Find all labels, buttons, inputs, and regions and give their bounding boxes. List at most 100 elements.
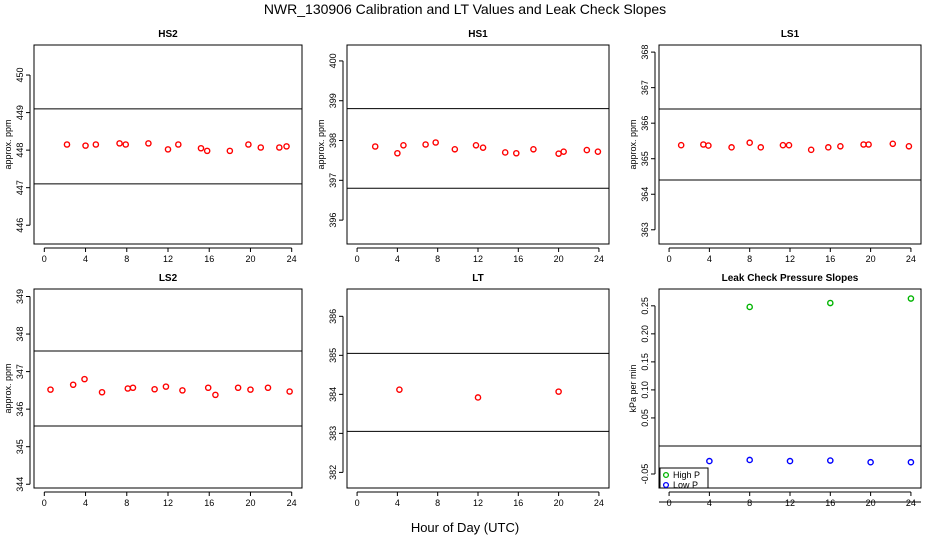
x-tick-label: 24 bbox=[906, 254, 916, 264]
x-tick-label: 20 bbox=[554, 498, 564, 508]
legend-box bbox=[659, 467, 709, 489]
data-point bbox=[827, 299, 834, 307]
plot-frame bbox=[658, 44, 922, 245]
plot-frame bbox=[658, 288, 922, 489]
data-point bbox=[837, 142, 844, 150]
x-tick-label: 0 bbox=[42, 498, 47, 508]
x-tick-label: 4 bbox=[395, 254, 400, 264]
y-tick-label: 363 bbox=[640, 222, 650, 237]
y-axis-label: approx. ppm bbox=[3, 119, 13, 169]
panel-title: LS2 bbox=[159, 273, 178, 284]
x-tick-label: 12 bbox=[163, 498, 173, 508]
data-point bbox=[785, 141, 793, 149]
data-point bbox=[264, 384, 272, 392]
data-point bbox=[175, 141, 182, 148]
x-tick-label: 24 bbox=[906, 498, 916, 508]
data-point bbox=[283, 143, 290, 150]
x-tick-label: 24 bbox=[594, 498, 604, 508]
panel-5: LT 0 4 8 12 16 20 24 382 383 384 385 386 bbox=[328, 273, 610, 508]
data-point bbox=[865, 141, 872, 148]
y-tick-label: 364 bbox=[640, 187, 650, 202]
data-point bbox=[746, 303, 753, 311]
data-point bbox=[867, 458, 874, 466]
data-point bbox=[827, 457, 834, 464]
data-point bbox=[63, 141, 71, 148]
x-tick-label: 20 bbox=[245, 498, 255, 508]
data-point bbox=[116, 140, 123, 147]
data-point bbox=[677, 141, 685, 149]
x-tick-label: 4 bbox=[83, 498, 88, 508]
panel-2: HS1 0 4 8 12 16 20 24 396 397 398 399 400 approx. ppm bbox=[316, 29, 610, 264]
y-tick-label: 349 bbox=[15, 289, 25, 304]
y-tick-label: 0.10 bbox=[640, 381, 650, 399]
legend-marker bbox=[662, 471, 670, 479]
data-point bbox=[560, 148, 567, 155]
y-tick-label: 346 bbox=[15, 402, 25, 417]
y-tick-label: 366 bbox=[640, 116, 650, 131]
data-point bbox=[129, 384, 137, 392]
panel-3: LS1 0 4 8 12 16 20 24 363 364 365 366 367 368 approx. … bbox=[628, 29, 922, 264]
data-point bbox=[47, 386, 54, 393]
data-point bbox=[907, 458, 915, 466]
data-point bbox=[705, 142, 712, 149]
data-point bbox=[706, 457, 713, 465]
x-tick-label: 8 bbox=[435, 254, 440, 264]
x-tick-label: 24 bbox=[594, 254, 604, 264]
y-tick-label: 386 bbox=[328, 309, 338, 324]
data-point bbox=[212, 391, 219, 399]
y-tick-label: 382 bbox=[328, 465, 338, 480]
data-point bbox=[472, 141, 480, 149]
x-tick-label: 20 bbox=[866, 254, 876, 264]
x-tick-label: 4 bbox=[707, 498, 712, 508]
y-tick-label: 384 bbox=[328, 387, 338, 402]
x-tick-label: 4 bbox=[395, 498, 400, 508]
panel-title: HS2 bbox=[158, 29, 178, 40]
data-point bbox=[474, 394, 482, 401]
y-axis-label: kPa per min bbox=[628, 364, 638, 412]
data-point bbox=[371, 143, 379, 150]
x-tick-label: 12 bbox=[473, 254, 483, 264]
y-tick-label: 448 bbox=[15, 143, 25, 158]
data-point bbox=[164, 146, 172, 153]
panel-4: LS2 0 4 8 12 16 20 24 344 345 346 347 348 349 approx. … bbox=[3, 273, 303, 508]
data-point bbox=[501, 149, 509, 156]
y-tick-label: 385 bbox=[328, 348, 338, 363]
data-point bbox=[907, 295, 915, 302]
data-point bbox=[286, 388, 293, 395]
data-point bbox=[245, 141, 252, 148]
x-tick-label: 4 bbox=[707, 254, 712, 264]
data-point bbox=[700, 141, 707, 148]
x-tick-label: 12 bbox=[473, 498, 483, 508]
data-point bbox=[69, 381, 77, 389]
data-point bbox=[479, 144, 487, 151]
y-tick-label: 383 bbox=[328, 426, 338, 441]
data-point bbox=[276, 144, 283, 151]
data-point bbox=[151, 385, 158, 393]
main-title: NWR_130906 Calibration and LT Values and… bbox=[264, 1, 666, 17]
panel-1: HS2 0 4 8 12 16 20 24 446 447 448 449 450 approx. ppm bbox=[3, 29, 303, 264]
data-point bbox=[824, 144, 832, 151]
x-tick-label: 20 bbox=[866, 498, 876, 508]
y-tick-label: 365 bbox=[640, 151, 650, 166]
data-point bbox=[583, 146, 591, 154]
legend-marker bbox=[662, 481, 670, 489]
panel-6: Leak Check Pressure Slopes 0 4 8 12 16 20 24 -0.… bbox=[628, 273, 922, 508]
x-tick-label: 8 bbox=[747, 498, 752, 508]
y-tick-label: -0.05 bbox=[640, 464, 650, 485]
y-tick-label: 0.20 bbox=[640, 325, 650, 343]
panel-title: LT bbox=[472, 273, 483, 284]
data-point bbox=[432, 139, 439, 146]
data-point bbox=[247, 386, 254, 393]
data-point bbox=[226, 147, 234, 155]
data-point bbox=[203, 147, 211, 155]
panel-title: Leak Check Pressure Slopes bbox=[722, 273, 859, 284]
panel-title: HS1 bbox=[468, 29, 488, 40]
data-point bbox=[422, 141, 429, 148]
plot-frame bbox=[33, 44, 303, 245]
y-tick-label: 450 bbox=[15, 68, 25, 83]
x-tick-label: 24 bbox=[287, 498, 297, 508]
x-tick-label: 16 bbox=[825, 498, 835, 508]
x-tick-label: 0 bbox=[355, 498, 360, 508]
data-point bbox=[204, 384, 212, 392]
plot-frame bbox=[346, 288, 610, 489]
